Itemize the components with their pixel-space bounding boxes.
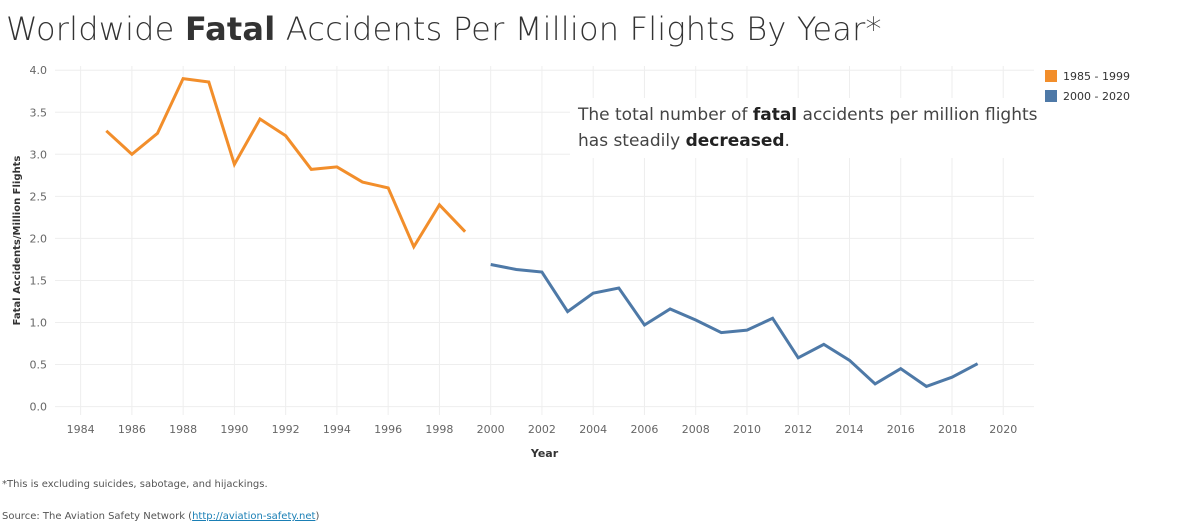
y-axis-title: Fatal Accidents/Million Flights [12, 156, 23, 326]
x-tick-label-1984: 1984 [67, 423, 95, 436]
y-tick-label-3.0: 3.0 [30, 148, 48, 161]
x-axis-title: Year [530, 447, 559, 460]
x-tick-label-1988: 1988 [169, 423, 197, 436]
legend-swatch-1985-1999 [1045, 70, 1057, 82]
title-pre: Worldwide [6, 10, 185, 48]
chart-legend: 1985 - 1999 2000 - 2020 [1045, 66, 1130, 106]
y-tick-label-2.0: 2.0 [30, 232, 48, 245]
legend-item-2000-2020[interactable]: 2000 - 2020 [1045, 86, 1130, 106]
annotation-bold-2: decreased [685, 131, 785, 151]
y-tick-label-0.5: 0.5 [30, 359, 48, 372]
legend-item-1985-1999[interactable]: 1985 - 1999 [1045, 66, 1130, 86]
y-tick-label-2.5: 2.5 [30, 190, 48, 203]
annotation-bold-1: fatal [752, 105, 798, 125]
y-tick-label-4.0: 4.0 [30, 64, 48, 77]
x-tick-label-1996: 1996 [374, 423, 402, 436]
x-tick-label-2018: 2018 [938, 423, 966, 436]
y-tick-label-1.0: 1.0 [30, 316, 48, 329]
x-tick-label-2006: 2006 [630, 423, 658, 436]
series-line-2000-2020 [490, 263, 979, 389]
x-tick-label-1990: 1990 [220, 423, 248, 436]
line-chart: 0.0 0.5 1.0 1.5 2.0 2.5 3.0 3.5 4.0 1984 1986 1988 1… [12, 64, 1034, 460]
x-tick-label-2008: 2008 [682, 423, 710, 436]
source-note: Source: The Aviation Safety Network (htt… [2, 511, 319, 522]
x-tick-label-1994: 1994 [323, 423, 351, 436]
x-tick-label-2002: 2002 [528, 423, 556, 436]
title-bold: Fatal [184, 10, 276, 48]
x-tick-label-2016: 2016 [887, 423, 915, 436]
chart-annotation: The total number of fatal accidents per … [570, 98, 1046, 158]
source-prefix: Source: The Aviation Safety Network ( [2, 511, 193, 522]
source-suffix: ) [315, 511, 320, 522]
annotation-text-1: The total number of [578, 105, 753, 125]
x-tick-label-2010: 2010 [733, 423, 761, 436]
x-tick-label-2000: 2000 [477, 423, 505, 436]
x-tick-label-2004: 2004 [579, 423, 607, 436]
series-line-1985-1999 [105, 76, 467, 251]
x-tick-label-1992: 1992 [272, 423, 300, 436]
y-tick-label-0.0: 0.0 [30, 401, 48, 414]
x-tick-label-2012: 2012 [784, 423, 812, 436]
x-tick-label-2020: 2020 [989, 423, 1017, 436]
footnote: *This is excluding suicides, sabotage, a… [2, 479, 268, 490]
source-link[interactable]: http://aviation-safety.net [192, 511, 316, 522]
title-post: Accidents Per Million Flights By Year* [275, 10, 882, 48]
legend-label-1985-1999: 1985 - 1999 [1063, 69, 1130, 83]
annotation-text-3: . [784, 131, 790, 151]
legend-label-2000-2020: 2000 - 2020 [1063, 89, 1130, 103]
x-tick-label-1998: 1998 [425, 423, 453, 436]
legend-swatch-2000-2020 [1045, 90, 1057, 102]
chart-title: Worldwide Fatal Accidents Per Million Fl… [6, 10, 882, 48]
y-tick-label-1.5: 1.5 [30, 274, 48, 287]
y-tick-label-3.5: 3.5 [30, 106, 48, 119]
annotation-text-2: accidents per million flights has steadi… [578, 105, 1038, 151]
x-tick-label-1986: 1986 [118, 423, 146, 436]
x-tick-label-2014: 2014 [835, 423, 863, 436]
